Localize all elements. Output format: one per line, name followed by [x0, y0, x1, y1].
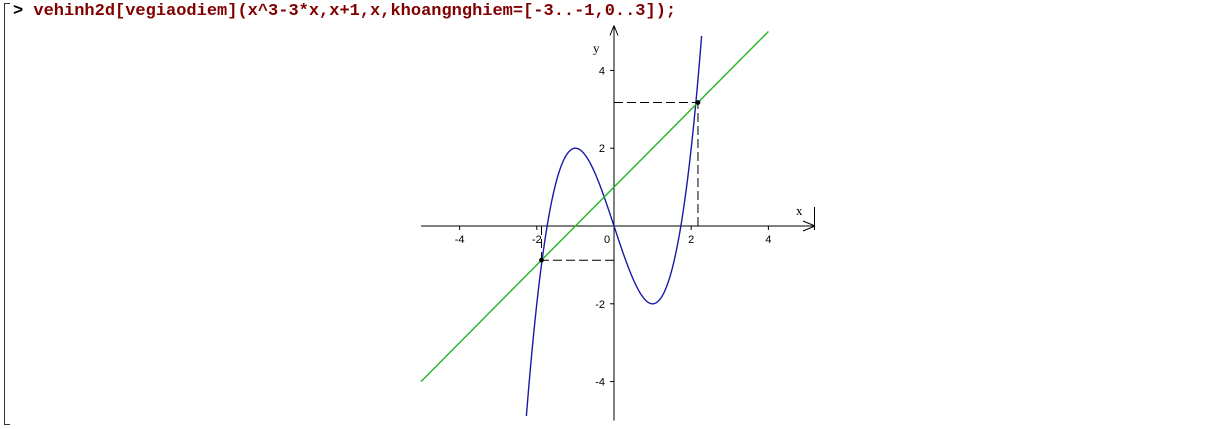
x-tick-label: -2 — [532, 234, 542, 246]
prompt-symbol: > — [13, 2, 24, 21]
input-line[interactable]: > vehinh2d[vegiaodiem](x^3-3*x,x+1,x,kho… — [13, 2, 676, 21]
intersection-guides — [540, 101, 699, 261]
x-axis-arrow — [802, 220, 816, 232]
x-tick-label: 2 — [688, 234, 694, 246]
y-axis-label: y — [593, 41, 600, 56]
x-tick-label: 0 — [604, 234, 610, 246]
text-cursor — [814, 207, 815, 230]
x-axis-label: x — [796, 203, 803, 218]
execution-group-bracket[interactable] — [4, 3, 10, 425]
y-tick-label: -2 — [595, 299, 605, 311]
x-tick-label: -4 — [455, 234, 465, 246]
tick-labels: -4 -2 0 2 4 4 2 -2 -4 x y — [455, 41, 803, 389]
series-line-cubic — [525, 35, 703, 417]
y-tick-label: 2 — [599, 143, 605, 155]
curves — [420, 31, 769, 417]
y-tick-label: -4 — [595, 377, 605, 389]
intersection-points — [539, 100, 701, 263]
y-axis-arrow — [609, 25, 619, 36]
maple-command[interactable]: vehinh2d[vegiaodiem](x^3-3*x,x+1,x,khoan… — [33, 2, 677, 21]
intersection-point — [695, 100, 701, 105]
intersection-point — [539, 257, 544, 263]
axes — [421, 25, 816, 421]
x-tick-label: 4 — [765, 234, 771, 246]
y-tick-label: 4 — [599, 65, 605, 77]
series-line-linear — [420, 31, 769, 383]
